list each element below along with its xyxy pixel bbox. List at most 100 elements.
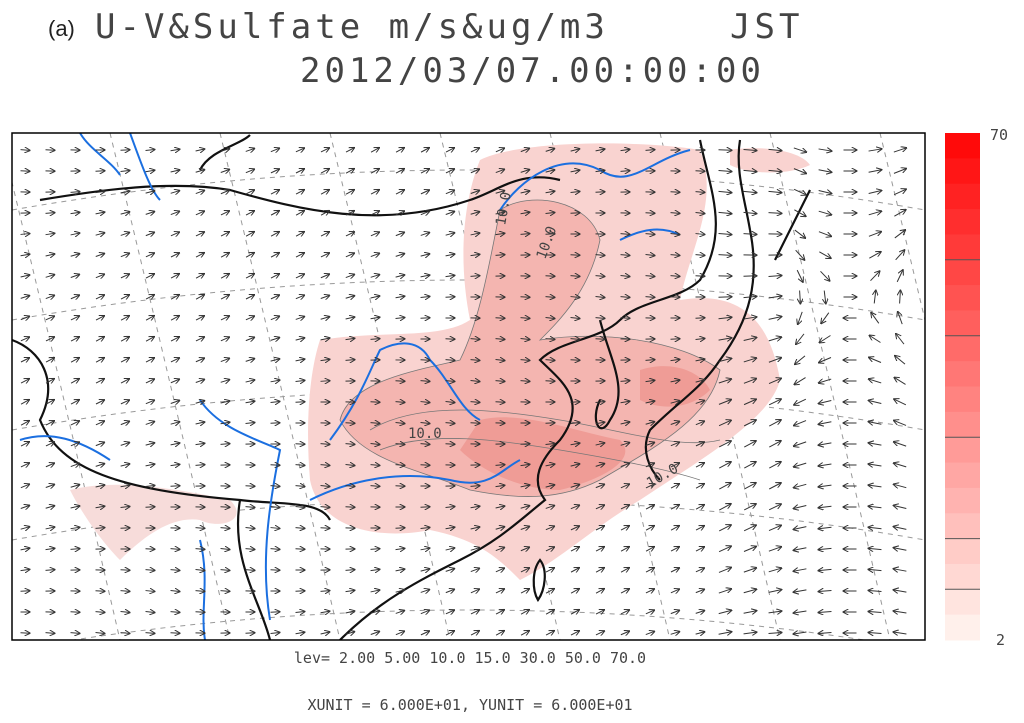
wind-arrow (120, 170, 130, 171)
wind-arrow (520, 631, 529, 635)
wind-arrow (794, 377, 806, 385)
colorbar-swatch (945, 538, 980, 565)
wind-arrow (170, 170, 180, 172)
wind-arrow (320, 528, 330, 529)
wind-arrow (70, 421, 79, 425)
wind-arrow (819, 422, 832, 425)
wind-arrow (495, 568, 504, 572)
wind-arrow (470, 568, 479, 571)
wind-arrow (520, 610, 529, 614)
wind-arrow (345, 253, 354, 257)
wind-arrow (470, 631, 479, 635)
wind-arrow (718, 255, 732, 256)
wind-arrow (595, 149, 605, 151)
wind-arrow (320, 338, 330, 340)
wind-arrow (670, 632, 680, 635)
wind-arrow (595, 170, 605, 171)
wind-arrow (595, 568, 604, 572)
wind-arrow (345, 590, 355, 591)
wind-arrow (445, 631, 454, 635)
wind-arrow (793, 188, 806, 194)
wind-arrow (470, 423, 480, 424)
wind-arrow (743, 234, 757, 235)
wind-arrow (869, 422, 882, 425)
wind-arrow (170, 486, 180, 487)
wind-arrow (95, 379, 104, 383)
wind-arrow (220, 190, 229, 193)
wind-arrow (821, 312, 830, 324)
wind-arrow (70, 192, 80, 193)
wind-arrow (445, 569, 455, 572)
wind-arrow (395, 548, 405, 549)
wind-arrow (245, 149, 255, 152)
wind-arrow (570, 589, 579, 593)
wind-arrow (620, 631, 629, 634)
wind-arrow (870, 335, 881, 343)
wind-arrow (570, 505, 579, 508)
wind-arrow (520, 444, 530, 445)
colorbar-swatch (945, 386, 980, 413)
wind-arrow (670, 547, 679, 551)
wind-arrow (520, 568, 529, 572)
wind-arrow (718, 379, 731, 384)
wind-arrow (45, 463, 54, 467)
wind-arrow (445, 233, 455, 235)
wind-arrow (445, 423, 455, 424)
wind-arrow (345, 444, 355, 445)
wind-arrow (120, 253, 129, 256)
units: XUNIT = 6.000E+01, YUNIT = 6.000E+01 (307, 696, 632, 714)
wind-arrow (545, 318, 555, 319)
wind-arrow (794, 527, 807, 530)
map: 10.0 10.0 10.0 10.0 (12, 133, 925, 640)
wind-arrow (220, 380, 230, 383)
wind-arrow (768, 358, 781, 363)
wind-arrow (595, 589, 604, 593)
wind-arrow (894, 632, 907, 634)
wind-arrow (520, 234, 530, 235)
wind-arrow (320, 507, 330, 508)
wind-arrow (370, 631, 379, 634)
wind-arrow (819, 527, 832, 528)
wind-arrow (295, 148, 304, 152)
wind-arrow (819, 506, 832, 508)
wind-arrow (420, 275, 430, 277)
wind-arrow (20, 275, 30, 277)
wind-arrow (670, 401, 680, 403)
wind-arrow (470, 339, 480, 340)
wind-arrow (695, 255, 705, 256)
wind-arrow (120, 400, 129, 404)
wind-arrow (620, 568, 629, 572)
wind-arrow (370, 402, 380, 403)
wind-arrow (195, 316, 204, 320)
wind-arrow (670, 589, 679, 593)
wind-arrow (445, 148, 454, 152)
wind-arrow (195, 549, 205, 550)
wind-arrow (570, 191, 580, 192)
colorbar-swatch (945, 209, 980, 235)
wind-arrow (70, 549, 80, 550)
wind-arrow (220, 570, 230, 571)
panel-label: (a) (48, 16, 75, 41)
wind-arrow (370, 169, 379, 173)
wind-arrow (670, 610, 679, 613)
wind-arrow (796, 333, 805, 344)
meridian (219, 133, 341, 640)
colorbar-swatch (945, 183, 980, 210)
wind-arrow (270, 253, 279, 257)
wind-arrow (20, 442, 29, 446)
wind-arrow (670, 339, 680, 340)
wind-arrow (695, 568, 704, 572)
meridian (109, 133, 231, 640)
wind-arrow (470, 169, 479, 173)
wind-arrow (45, 421, 54, 425)
wind-arrow (70, 442, 79, 446)
wind-arrow (145, 379, 154, 383)
wind-arrow (270, 528, 280, 529)
wind-arrow (718, 610, 732, 613)
wind-arrow (45, 213, 55, 214)
wind-arrow (869, 443, 882, 445)
wind-arrow (145, 212, 155, 215)
wind-arrow (894, 505, 907, 508)
wind-arrow (645, 234, 655, 235)
wind-arrow (744, 441, 755, 448)
